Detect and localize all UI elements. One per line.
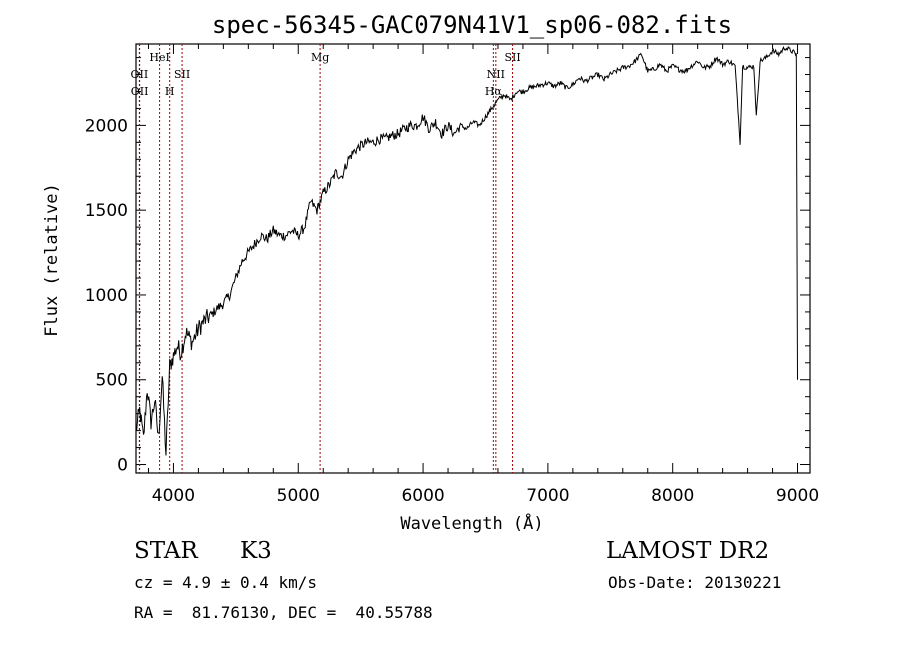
line-marker-label: OII xyxy=(131,68,149,81)
x-axis-label: Wavelength (Å) xyxy=(400,512,543,534)
line-marker-label: HeI xyxy=(149,51,169,64)
object-subclass: K3 xyxy=(240,538,272,564)
y-tick-label: 0 xyxy=(117,456,128,476)
x-tick-label: 4000 xyxy=(152,486,195,506)
object-class: STAR xyxy=(134,538,198,564)
line-marker-label: H xyxy=(165,85,175,98)
y-tick-label: 1000 xyxy=(85,286,128,306)
y-tick-label: 1500 xyxy=(85,201,128,221)
line-marker-label: Hα xyxy=(485,85,503,98)
line-marker-label: SII xyxy=(174,68,190,81)
plot-frame xyxy=(135,43,811,474)
line-marker-label: SII xyxy=(504,51,520,64)
y-axis-label: Flux (relative) xyxy=(42,183,62,337)
x-tick-label: 9000 xyxy=(776,486,819,506)
survey-name: LAMOST DR2 xyxy=(606,538,770,564)
line-marker-label: Mg xyxy=(311,51,329,64)
y-tick-label: 500 xyxy=(96,371,128,391)
x-tick-label: 7000 xyxy=(526,486,569,506)
spectrum-chart: spec-56345-GAC079N41V1_sp06-082.fits 4000… xyxy=(42,11,819,534)
spectrum-line xyxy=(135,45,798,456)
x-tick-label: 6000 xyxy=(401,486,444,506)
line-marker-label: NII xyxy=(487,68,505,81)
obs-date-text: Obs-Date: 20130221 xyxy=(608,573,782,592)
redshift-text: cz = 4.9 ± 0.4 km/s xyxy=(134,573,318,592)
y-tick-label: 2000 xyxy=(85,116,128,136)
x-tick-label: 8000 xyxy=(651,486,694,506)
x-tick-label: 5000 xyxy=(277,486,320,506)
line-marker-label: OII xyxy=(131,85,149,98)
chart-title: spec-56345-GAC079N41V1_sp06-082.fits xyxy=(212,11,732,39)
coordinates-text: RA = 81.76130, DEC = 40.55788 xyxy=(134,603,433,622)
